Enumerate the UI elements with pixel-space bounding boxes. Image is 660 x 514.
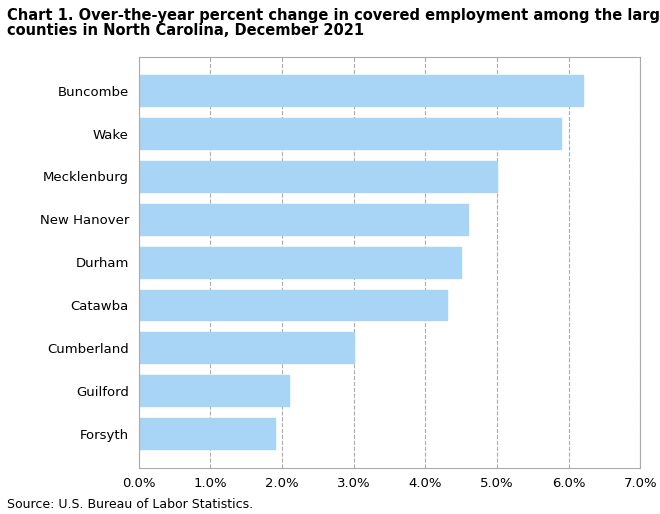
Bar <box>139 161 497 192</box>
Text: Source: U.S. Bureau of Labor Statistics.: Source: U.S. Bureau of Labor Statistics. <box>7 499 253 511</box>
Text: Chart 1. Over-the-year percent change in covered employment among the largest: Chart 1. Over-the-year percent change in… <box>7 8 660 23</box>
Bar <box>139 247 461 278</box>
Bar <box>139 289 447 320</box>
Bar <box>139 333 354 363</box>
Bar <box>139 375 289 406</box>
Bar <box>139 204 468 235</box>
Bar <box>139 418 275 449</box>
Bar <box>139 118 562 149</box>
Text: counties in North Carolina, December 2021: counties in North Carolina, December 202… <box>7 23 364 38</box>
Bar <box>139 75 583 106</box>
